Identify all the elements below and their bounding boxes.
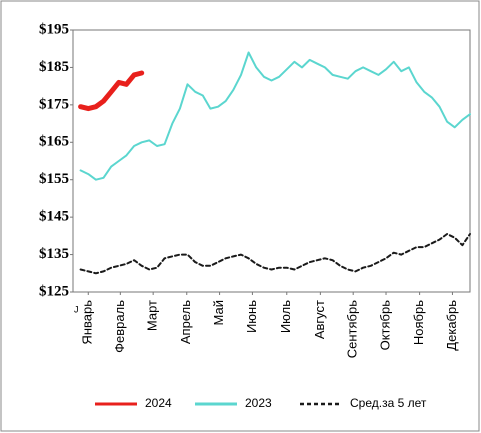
x-tick-label: Октябрь [377, 300, 392, 351]
x-tick-label: Февраль [112, 300, 127, 353]
x-tick-label: Март [145, 300, 160, 331]
x-tick-label: Сентябрь [345, 300, 360, 358]
y-tick-label: $125 [39, 283, 69, 299]
plot-border [72, 29, 471, 293]
y-tick-label: $175 [39, 96, 69, 112]
series-line [78, 70, 145, 112]
x-tick-label: Июнь [244, 300, 259, 333]
x-tick-label: Ноябрь [411, 300, 426, 345]
annotation: J [74, 304, 79, 314]
y-tick-label: $135 [39, 246, 69, 262]
series-line [79, 233, 471, 275]
x-tick-label: Декабрь [444, 300, 459, 351]
legend-label: Сред.за 5 лет [350, 396, 427, 410]
series-line [79, 51, 471, 181]
y-tick-label: $185 [39, 59, 69, 75]
x-tick-label: Январь [80, 300, 95, 345]
y-tick-label: $155 [39, 171, 69, 187]
legend-label: 2023 [245, 396, 272, 410]
y-tick-label: $145 [39, 209, 69, 225]
y-tick-label: $195 [39, 21, 69, 37]
x-tick-label: Июль [278, 300, 293, 333]
y-tick-label: $165 [39, 134, 69, 150]
x-tick-label: Май [211, 300, 226, 325]
x-tick-label: Август [312, 300, 327, 339]
x-tick-label: Апрель [178, 300, 193, 344]
legend-label: 2024 [145, 396, 172, 410]
